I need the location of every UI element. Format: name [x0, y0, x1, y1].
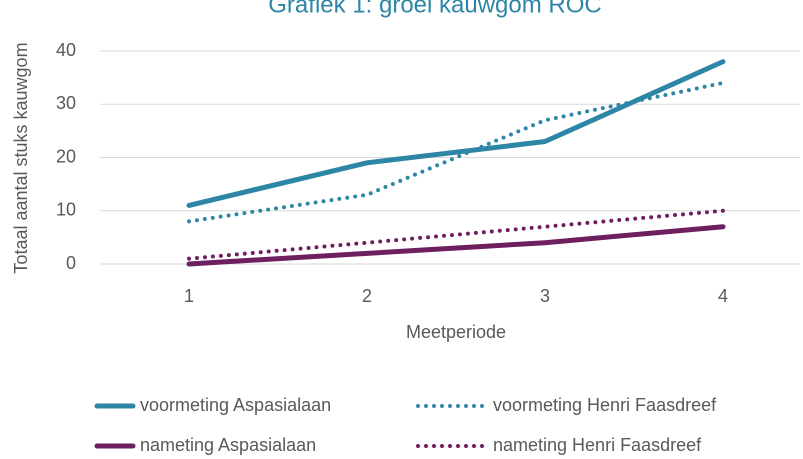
chart-title: Grafiek 1: groei kauwgom ROC	[268, 0, 601, 18]
series-line	[187, 208, 725, 261]
y-tick-label: 0	[66, 253, 76, 273]
legend-label: voormeting Henri Faasdreef	[493, 395, 717, 415]
y-tick-label: 30	[56, 93, 76, 113]
legend-label: nameting Aspasialaan	[140, 435, 316, 455]
y-tick-label: 10	[56, 200, 76, 220]
series-line	[186, 224, 726, 267]
x-tick-label: 2	[362, 286, 372, 306]
y-axis-label: Totaal aantal stuks kauwgom	[11, 42, 31, 273]
x-tick-label: 4	[718, 286, 728, 306]
y-tick-label: 40	[56, 40, 76, 60]
series-line	[186, 59, 726, 208]
legend-label: voormeting Aspasialaan	[140, 395, 331, 415]
y-tick-label: 20	[56, 146, 76, 166]
x-tick-label: 3	[540, 286, 550, 306]
x-tick-label: 1	[184, 286, 194, 306]
series-line	[187, 80, 725, 224]
legend-label: nameting Henri Faasdreef	[493, 435, 702, 455]
x-axis-label: Meetperiode	[406, 322, 506, 342]
